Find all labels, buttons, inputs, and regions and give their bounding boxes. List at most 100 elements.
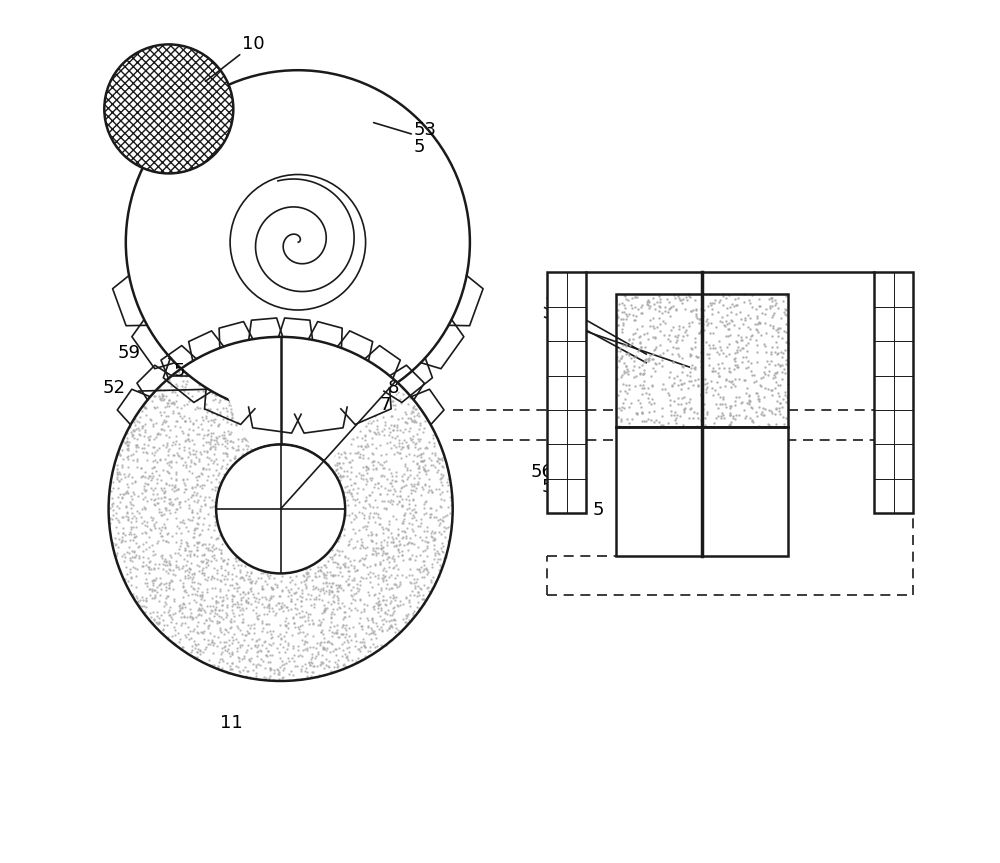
Point — [239, 643, 255, 657]
Point — [711, 369, 727, 382]
Point — [388, 621, 404, 635]
Point — [314, 648, 330, 662]
Point — [365, 547, 381, 561]
Point — [408, 436, 424, 450]
Point — [311, 614, 327, 627]
Point — [381, 517, 397, 531]
Point — [355, 540, 371, 554]
Point — [314, 359, 330, 373]
Point — [234, 400, 250, 414]
Point — [665, 340, 681, 354]
Point — [646, 415, 662, 429]
Point — [770, 301, 786, 315]
Point — [703, 375, 719, 388]
Point — [303, 652, 319, 666]
Point — [257, 339, 273, 353]
Point — [156, 406, 172, 419]
Point — [303, 669, 319, 683]
Point — [628, 369, 644, 382]
Point — [365, 600, 381, 614]
Point — [338, 651, 354, 665]
Point — [311, 340, 327, 354]
Point — [341, 601, 357, 614]
Point — [749, 317, 765, 331]
Point — [624, 336, 640, 350]
Point — [131, 507, 147, 520]
Point — [105, 482, 121, 495]
Point — [177, 564, 193, 577]
Point — [119, 450, 135, 464]
Point — [224, 599, 240, 613]
Point — [404, 414, 420, 428]
Point — [339, 660, 355, 674]
Point — [364, 485, 380, 499]
Point — [117, 551, 133, 564]
Point — [330, 568, 346, 582]
Point — [232, 639, 248, 652]
Point — [376, 561, 392, 575]
Point — [416, 453, 432, 467]
Point — [322, 409, 338, 423]
Point — [193, 418, 209, 432]
Point — [415, 589, 431, 602]
Point — [198, 350, 214, 363]
Point — [123, 522, 139, 536]
Point — [730, 360, 746, 374]
Point — [149, 443, 165, 457]
Point — [126, 551, 142, 564]
Point — [311, 592, 327, 606]
Point — [206, 371, 222, 385]
Point — [403, 413, 419, 426]
Point — [202, 614, 218, 627]
Point — [761, 363, 777, 377]
Point — [330, 348, 346, 362]
Point — [385, 535, 401, 549]
Point — [712, 340, 728, 354]
Point — [248, 401, 264, 415]
Point — [340, 356, 356, 370]
Point — [144, 462, 160, 476]
Point — [333, 376, 349, 390]
Point — [678, 290, 694, 304]
Point — [286, 410, 302, 424]
Point — [389, 424, 405, 438]
Point — [197, 537, 213, 551]
Point — [611, 401, 627, 415]
Point — [707, 364, 723, 378]
Point — [343, 603, 359, 617]
Point — [223, 425, 239, 439]
Point — [269, 428, 285, 442]
Point — [299, 383, 315, 397]
Point — [326, 464, 342, 478]
Point — [207, 483, 223, 497]
Point — [772, 378, 788, 392]
Point — [249, 609, 265, 623]
Point — [308, 432, 324, 445]
Point — [197, 643, 213, 657]
Point — [168, 394, 184, 408]
Point — [245, 663, 261, 677]
Point — [186, 566, 202, 580]
Point — [110, 467, 126, 481]
Point — [723, 380, 739, 394]
Point — [133, 461, 149, 475]
Point — [218, 606, 234, 620]
Point — [367, 425, 383, 439]
Point — [729, 299, 745, 312]
Point — [310, 564, 326, 578]
Point — [124, 507, 140, 520]
Point — [721, 323, 737, 337]
Point — [424, 560, 440, 574]
Point — [405, 435, 421, 449]
Point — [219, 644, 235, 658]
Point — [381, 420, 397, 434]
Point — [211, 466, 227, 480]
Point — [132, 428, 148, 442]
Point — [337, 490, 353, 504]
Point — [301, 433, 317, 447]
Point — [414, 592, 430, 606]
Point — [224, 578, 240, 592]
Point — [152, 452, 168, 466]
Point — [360, 620, 376, 633]
Point — [384, 581, 400, 595]
